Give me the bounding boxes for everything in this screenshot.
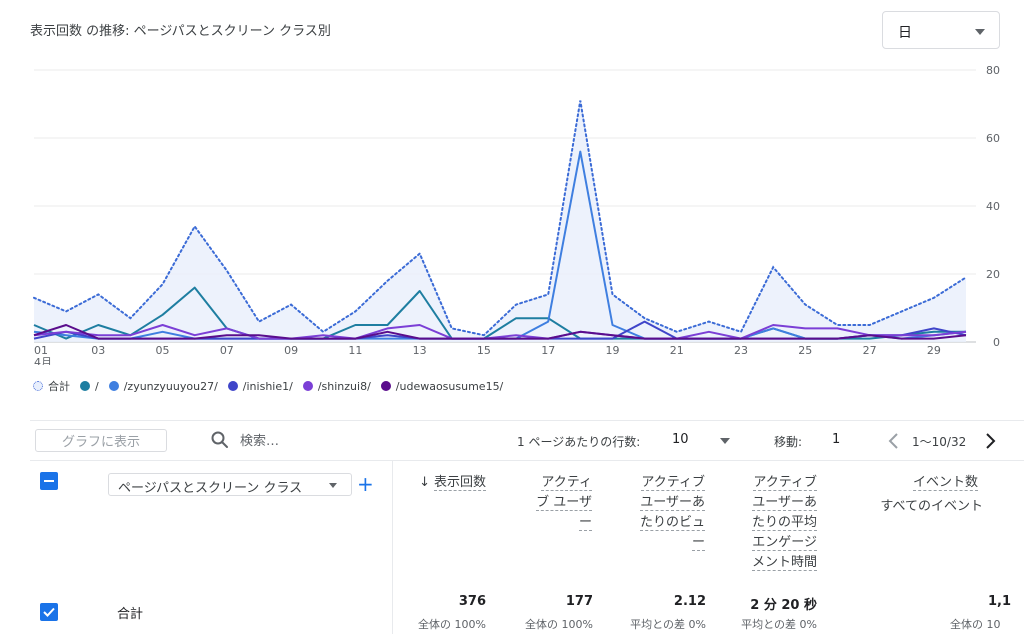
y-axis-ticks: 80 60 40 20 0 (986, 64, 1000, 349)
period-select-value: 日 (898, 25, 912, 41)
series-line-total (33, 100, 967, 337)
legend-swatch (33, 381, 43, 391)
chevron-down-icon (329, 483, 337, 488)
sort-down-icon: ↓ (419, 475, 430, 490)
x-tick-label: 29 (927, 344, 941, 357)
legend-item: /zyunzyuuyou27/ (108, 379, 218, 393)
chevron-left-icon[interactable] (886, 431, 902, 451)
legend-label: / (95, 379, 99, 393)
column-header-views-per-user[interactable]: アクティブ ユーザーあ たりのビュ ー (639, 475, 705, 551)
legend-item: /inishie1/ (227, 379, 293, 393)
legend-label: /udewaosusume15/ (395, 379, 504, 393)
total-events: 1,1 (988, 594, 1012, 609)
column-header-active-users[interactable]: アクティ ブ ユーザ ー (536, 475, 592, 531)
chart-title: 表示回数 の推移: ページパスとスクリーン クラス別 (30, 24, 331, 39)
rows-per-page-label: 1 ページあたりの行数: (517, 435, 641, 449)
y-tick-label: 80 (986, 64, 1000, 77)
series-line-5 (33, 324, 967, 340)
x-tick-label: 05 (156, 344, 170, 357)
add-dimension-icon[interactable]: + (357, 472, 374, 496)
x-tick-label: 25 (798, 344, 812, 357)
legend-swatch (380, 381, 391, 391)
total-row-checkbox[interactable] (40, 603, 58, 621)
line-chart: 80 60 40 20 0 01 03 05 07 09 11 13 15 17 19 21 23 25 27 29… (33, 64, 1000, 365)
column-header-events[interactable]: イベント数 (912, 475, 978, 491)
divider (30, 460, 1024, 461)
legend-item: / (80, 380, 99, 393)
y-tick-label: 60 (986, 132, 1000, 145)
events-filter-label[interactable]: すべてのイベント (880, 499, 983, 514)
y-tick-label: 40 (986, 200, 1000, 213)
search-input[interactable] (240, 431, 480, 451)
goto-page-input[interactable]: 1 (832, 432, 841, 447)
legend-label: /zyunzyuuyou27/ (123, 379, 218, 393)
legend-swatch (227, 381, 238, 391)
total-engagement-time: 2 分 20 秒 (750, 598, 817, 613)
divider (30, 420, 1024, 421)
y-tick-label: 20 (986, 268, 1000, 281)
pagination-range: 1〜10/32 (912, 435, 967, 449)
chart-legend: 合計 / /zyunzyuuyou27/ /inishie1/ /shinzui8/ /u… (33, 378, 513, 394)
legend-label: 合計 (48, 380, 70, 393)
checkmark-icon (43, 607, 55, 617)
x-axis-ticks: 01 03 05 07 09 11 13 15 17 19 21 23 25 27 29 4月 (34, 344, 941, 365)
series-area-total (34, 100, 966, 342)
legend-swatch (108, 381, 119, 391)
legend-item: /udewaosusume15/ (380, 379, 504, 393)
total-views-per-user: 2.12 (673, 594, 706, 609)
x-tick-label: 03 (91, 344, 105, 357)
total-events-share: 全体の 10 (950, 618, 1001, 631)
dimension-select-label: ページパスとスクリーン クラス (118, 481, 303, 496)
x-tick-label: 07 (220, 344, 234, 357)
legend-swatch (80, 381, 90, 391)
search-icon (211, 431, 228, 448)
x-tick-label: 01 (34, 344, 48, 357)
total-views-share: 全体の 100% (418, 618, 486, 631)
chevron-down-icon (975, 29, 985, 35)
total-views: 376 (458, 594, 486, 609)
x-tick-label: 11 (348, 344, 362, 357)
x-tick-label: 15 (477, 344, 491, 357)
goto-label: 移動: (774, 435, 803, 449)
column-header-engagement-time[interactable]: アクティブ ユーザーあ たりの平均 エンゲージ メント時間 (751, 475, 817, 571)
legend-item: /shinzui8/ (302, 379, 371, 393)
x-tick-label: 17 (541, 344, 555, 357)
total-row-label: 合計 (117, 607, 144, 622)
total-active-users-share: 全体の 100% (525, 618, 593, 631)
chart-area (34, 100, 966, 342)
x-axis-month-label: 4月 (34, 356, 52, 365)
legend-swatch (302, 381, 313, 391)
legend-item: 合計 (33, 378, 70, 394)
x-tick-label: 09 (284, 344, 298, 357)
chart-lines (33, 100, 967, 340)
rows-per-page-select[interactable]: 10 (672, 432, 689, 447)
chevron-right-icon[interactable] (982, 431, 998, 451)
period-select[interactable]: 日 (882, 11, 1000, 49)
plot-rows-button[interactable]: グラフに表示 (35, 429, 167, 452)
x-tick-label: 23 (734, 344, 748, 357)
chevron-down-icon[interactable] (720, 438, 730, 444)
indeterminate-icon (44, 480, 54, 482)
x-tick-label: 13 (413, 344, 427, 357)
total-views-per-user-diff: 平均との差 0% (630, 618, 706, 631)
legend-label: /inishie1/ (242, 379, 293, 393)
series-line-4 (33, 324, 967, 340)
select-all-checkbox[interactable] (40, 472, 58, 490)
y-tick-label: 0 (993, 336, 1000, 349)
legend-label: /shinzui8/ (317, 379, 371, 393)
divider (392, 461, 393, 634)
dimension-select[interactable]: ページパスとスクリーン クラス (108, 473, 352, 496)
x-tick-label: 21 (670, 344, 684, 357)
column-header-views[interactable]: ↓ 表示回数 (419, 475, 486, 491)
x-tick-label: 19 (605, 344, 619, 357)
total-engagement-time-diff: 平均との差 0% (741, 618, 817, 631)
total-active-users: 177 (565, 594, 593, 609)
x-tick-label: 27 (863, 344, 877, 357)
